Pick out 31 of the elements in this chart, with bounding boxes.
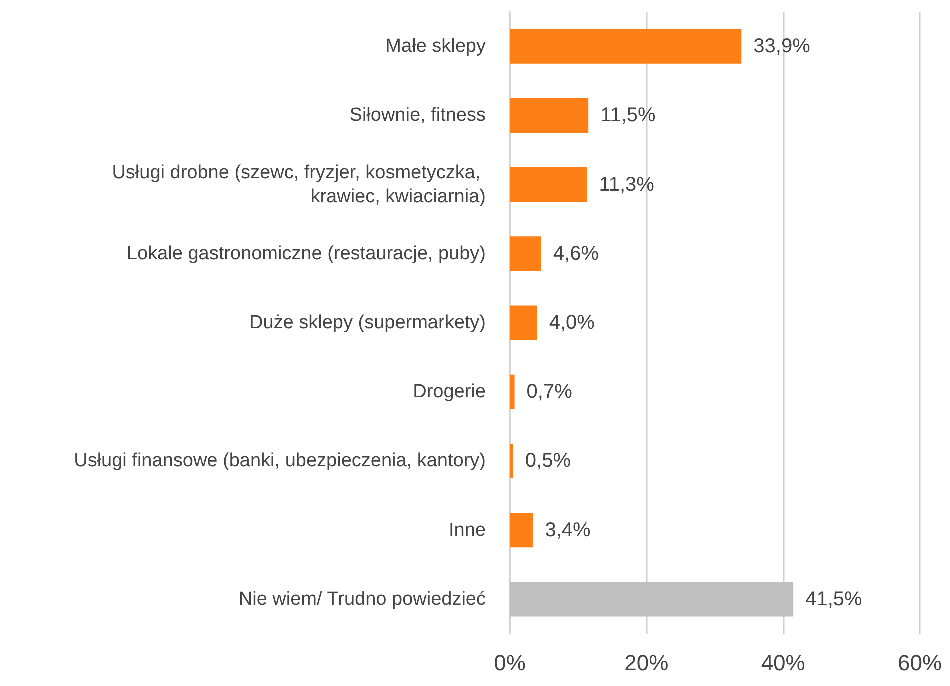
data-label: 41,5% xyxy=(806,588,863,610)
data-label: 0,7% xyxy=(526,381,573,404)
bar xyxy=(510,374,515,410)
y-tick-label: Inne xyxy=(449,520,486,541)
y-tick-label: Małe sklepy xyxy=(386,36,486,58)
bar xyxy=(510,582,794,617)
bar xyxy=(510,513,534,548)
data-label: 11,3% xyxy=(599,174,655,196)
data-label: 11,5% xyxy=(600,104,656,127)
x-tick-label: 20% xyxy=(624,650,669,676)
bar xyxy=(510,306,538,340)
y-tick-label: Siłownie, fitness xyxy=(350,105,486,126)
y-tick-label: Usługi drobne (szewc, fryzjer, kosmetyczka, krawiec, kwiaciarnia) xyxy=(112,162,486,208)
y-tick-label: Drogerie xyxy=(413,382,486,403)
bar xyxy=(510,444,514,478)
data-label: 4,6% xyxy=(553,242,600,265)
x-tick-label: 0% xyxy=(494,650,526,676)
data-label: 4,0% xyxy=(549,312,596,334)
x-tick-label: 40% xyxy=(761,650,806,676)
data-label: 0,5% xyxy=(525,450,572,472)
y-tick-label: Lokale gastronomiczne (restauracje, puby) xyxy=(126,243,486,264)
bar xyxy=(510,29,742,64)
data-label: 3,4% xyxy=(545,519,592,542)
y-tick-label: Duże sklepy (supermarkety) xyxy=(249,312,486,334)
y-tick-label: Nie wiem/ Trudno powiedzieć xyxy=(238,588,486,610)
x-tick-label: 60% xyxy=(898,650,942,676)
bar xyxy=(510,168,588,202)
bar xyxy=(510,98,589,133)
y-tick-label: Usługi finansowe (banki, ubezpieczenia, kantory) xyxy=(74,450,486,472)
data-label: 33,9% xyxy=(754,36,811,58)
bar xyxy=(510,236,542,272)
